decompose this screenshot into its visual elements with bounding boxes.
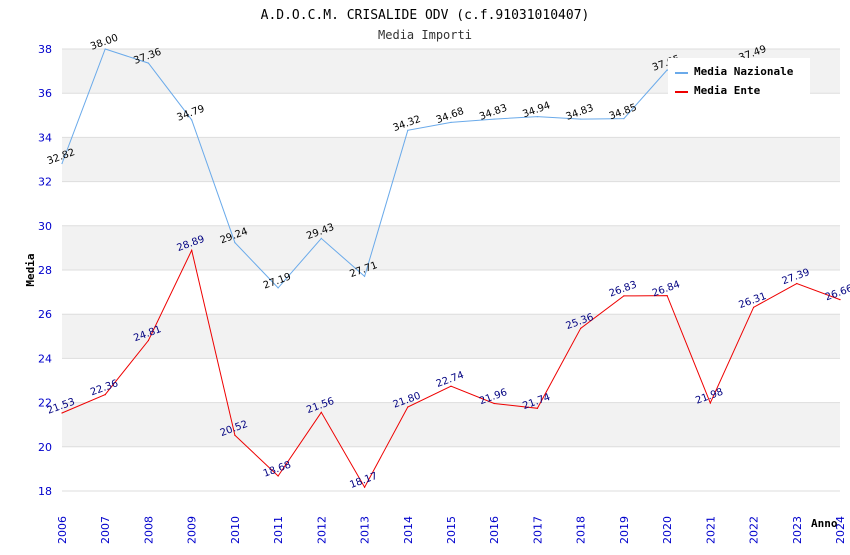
data-point xyxy=(493,118,495,120)
data-point xyxy=(709,402,711,404)
data-point xyxy=(147,339,150,342)
x-tick-label: 2022 xyxy=(748,516,761,544)
chart-title: A.D.O.C.M. CRISALIDE ODV (c.f.9103101040… xyxy=(261,8,590,23)
data-point xyxy=(536,116,539,118)
x-tick-label: 2017 xyxy=(531,516,544,544)
data-point xyxy=(407,406,409,408)
grid-band xyxy=(62,446,840,491)
y-tick-label: 22 xyxy=(38,397,52,410)
data-point xyxy=(580,118,582,120)
x-tick-label: 2010 xyxy=(229,516,242,544)
x-tick-label: 2012 xyxy=(315,516,328,544)
data-point xyxy=(61,412,63,414)
y-tick-label: 36 xyxy=(38,87,52,100)
data-point xyxy=(752,306,755,308)
grid-band xyxy=(62,402,840,447)
data-point xyxy=(61,162,63,165)
data-point xyxy=(493,402,495,405)
x-tick-label: 2016 xyxy=(488,516,501,544)
grid-band xyxy=(62,314,840,359)
data-point xyxy=(104,48,106,50)
data-point xyxy=(234,434,236,436)
data-point xyxy=(666,295,668,297)
chart-subtitle: Media Importi xyxy=(378,28,472,42)
grid-band xyxy=(62,270,840,315)
x-tick-label: 2006 xyxy=(56,516,69,544)
data-point xyxy=(450,121,452,123)
data-point xyxy=(277,287,279,289)
x-tick-label: 2018 xyxy=(575,516,588,544)
x-tick-label: 2015 xyxy=(445,516,458,544)
x-tick-label: 2024 xyxy=(834,516,847,544)
x-tick-label: 2013 xyxy=(359,516,372,544)
data-point xyxy=(666,69,668,71)
x-tick-label: 2014 xyxy=(402,516,415,544)
data-point xyxy=(407,129,409,131)
x-ticks: 2006 2007 2008 2009 2010 2011 2012 2013 2014 2015… xyxy=(56,516,847,544)
y-tick-label: 30 xyxy=(38,220,52,233)
data-point xyxy=(450,385,452,387)
y-tick-label: 26 xyxy=(38,308,52,321)
y-tick-label: 24 xyxy=(38,352,52,365)
x-tick-label: 2021 xyxy=(704,516,717,544)
grid-band xyxy=(62,225,840,270)
grid-band xyxy=(62,93,840,138)
x-tick-label: 2009 xyxy=(186,516,199,544)
data-point xyxy=(623,295,625,297)
legend-label-nazionale: Media Nazionale xyxy=(694,65,794,78)
y-tick-label: 18 xyxy=(38,485,52,498)
data-point xyxy=(277,475,279,477)
grid-bands xyxy=(62,49,840,491)
x-tick-label: 2019 xyxy=(618,516,631,544)
data-point xyxy=(796,282,798,285)
x-tick-label: 2011 xyxy=(272,516,285,544)
grid-band xyxy=(62,358,840,403)
data-point xyxy=(234,241,236,244)
x-tick-label: 2020 xyxy=(661,516,674,544)
gridlines xyxy=(62,48,840,492)
x-tick-label: 2007 xyxy=(99,516,112,544)
y-tick-label: 28 xyxy=(38,264,52,277)
data-point xyxy=(580,327,582,329)
y-tick-label: 20 xyxy=(38,441,52,454)
data-point xyxy=(320,237,322,239)
data-point xyxy=(191,119,193,121)
data-point xyxy=(363,486,366,488)
data-point xyxy=(536,407,539,409)
x-tick-label: 2023 xyxy=(791,516,804,544)
legend-box xyxy=(668,58,810,96)
x-axis-label: Anno xyxy=(811,517,838,530)
series-lines xyxy=(61,48,841,489)
y-tick-label: 34 xyxy=(38,131,52,144)
data-point xyxy=(623,118,625,120)
y-tick-label: 38 xyxy=(38,43,52,56)
y-axis-label: Media xyxy=(24,253,37,286)
data-point xyxy=(363,275,366,278)
legend-label-ente: Media Ente xyxy=(694,84,761,97)
x-tick-label: 2008 xyxy=(142,516,155,544)
data-point xyxy=(839,299,841,301)
data-point xyxy=(191,249,193,251)
y-ticks: 18 20 22 24 26 28 30 32 34 36 38 xyxy=(38,43,52,498)
data-point xyxy=(104,394,106,396)
grid-band xyxy=(62,137,840,182)
y-tick-label: 32 xyxy=(38,176,52,189)
grid-band xyxy=(62,181,840,226)
legend: Media Nazionale Media Ente xyxy=(668,58,810,97)
data-point xyxy=(147,62,150,64)
data-point xyxy=(320,411,322,413)
